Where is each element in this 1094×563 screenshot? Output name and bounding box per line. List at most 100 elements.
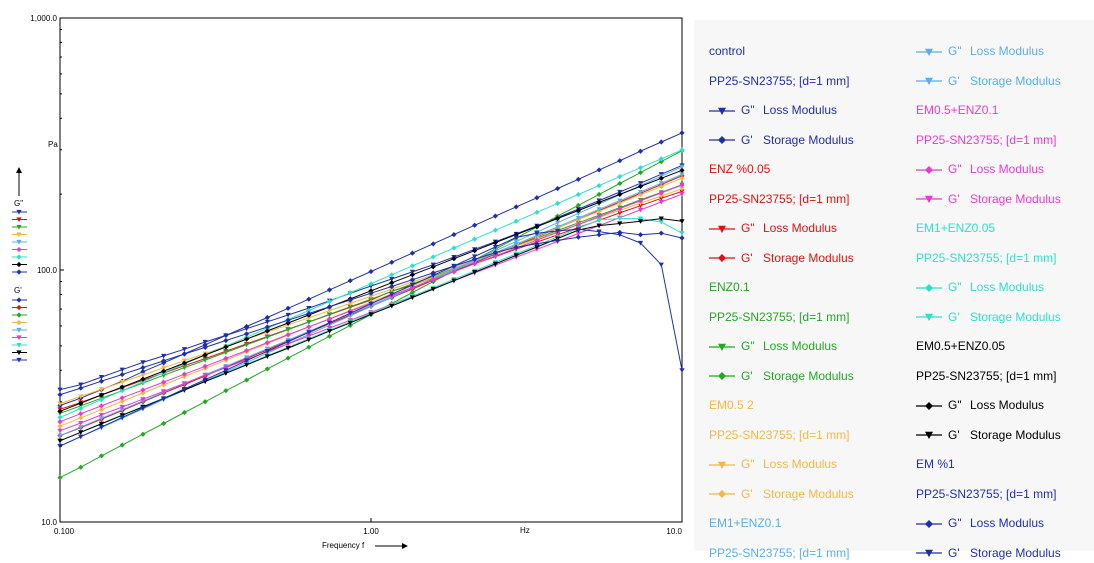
data-point <box>223 388 229 394</box>
data-point <box>326 312 333 317</box>
data-point <box>389 272 395 278</box>
data-point <box>492 240 499 246</box>
data-point <box>513 239 519 244</box>
data-point <box>78 385 84 391</box>
data-point <box>368 294 374 299</box>
legend-modulus-symbol: G' <box>948 309 960 324</box>
left-marker-symbol <box>16 350 22 356</box>
data-point <box>534 195 540 201</box>
data-point <box>679 182 685 188</box>
data-point <box>575 191 581 198</box>
data-point <box>223 344 229 350</box>
data-point <box>575 234 581 240</box>
data-point <box>243 347 250 354</box>
data-point <box>637 189 644 195</box>
legend-modulus-symbol: G" <box>741 221 755 235</box>
data-point <box>181 351 188 357</box>
data-point <box>264 314 270 321</box>
diamond-marker-icon <box>916 282 942 294</box>
data-point <box>202 399 208 405</box>
data-point <box>617 158 623 164</box>
data-point <box>98 378 105 384</box>
data-point <box>658 190 664 196</box>
data-point <box>161 389 167 394</box>
y-tick-label: 10.0 <box>41 518 57 527</box>
data-point <box>78 411 84 417</box>
triangle-down-marker-icon <box>916 75 942 87</box>
legend-entry: G' Storage Modulus <box>709 248 854 268</box>
triangle-down-marker-icon <box>709 459 735 471</box>
data-point <box>472 254 478 260</box>
legend-modulus-symbol: G' <box>741 250 753 265</box>
data-point <box>57 423 63 429</box>
data-point <box>161 396 167 402</box>
data-point <box>389 276 395 282</box>
data-point <box>472 222 478 228</box>
y-axis-arrow-head <box>16 167 22 173</box>
left-marker-symbol <box>16 217 22 223</box>
data-point <box>534 209 540 215</box>
legend-instrument: PP25-SN23755; [d=1 mm] <box>916 368 1057 383</box>
data-point <box>347 311 353 316</box>
data-point <box>617 198 623 204</box>
data-point <box>409 263 416 269</box>
data-point <box>98 374 105 380</box>
data-point <box>492 213 499 219</box>
data-point <box>119 395 125 401</box>
data-point <box>596 191 602 197</box>
data-point <box>347 308 353 314</box>
legend: control PP25-SN23755; [d=1 mm] G" Loss Modu… <box>694 20 1094 560</box>
legend-entry-label: Storage Modulus <box>970 191 1061 206</box>
data-point <box>181 409 188 416</box>
data-point <box>119 407 125 413</box>
data-point <box>98 396 105 403</box>
data-point <box>492 253 499 259</box>
data-point <box>78 430 84 435</box>
data-point <box>202 363 208 369</box>
legend-sample-name: control <box>709 44 746 58</box>
legend-entry: G' Storage Modulus <box>916 425 1061 445</box>
data-point <box>326 298 333 305</box>
data-point <box>285 355 291 361</box>
data-point <box>140 364 146 371</box>
data-point <box>285 305 291 311</box>
data-point <box>264 354 270 360</box>
data-point <box>347 278 353 284</box>
legend-entry: G' Storage Modulus <box>916 189 1061 209</box>
diamond-marker-icon <box>709 370 735 382</box>
left-marker-symbol <box>16 254 22 260</box>
data-point <box>409 289 416 296</box>
data-point <box>98 407 105 413</box>
data-point <box>119 388 125 394</box>
data-point <box>679 368 685 373</box>
data-point <box>285 312 291 318</box>
data-point <box>243 362 250 368</box>
data-point <box>658 230 664 236</box>
data-point <box>472 248 478 254</box>
data-point <box>347 304 353 310</box>
data-point <box>285 327 291 333</box>
data-point <box>534 237 540 243</box>
left-marker-symbol <box>16 239 22 245</box>
data-point <box>264 335 270 340</box>
left-marker-symbol <box>16 342 22 348</box>
data-point <box>575 202 581 208</box>
data-point <box>637 219 644 224</box>
data-point <box>637 183 644 189</box>
legend-sample-name: EM1+ENZ0.1 <box>709 516 782 530</box>
data-point <box>306 330 312 335</box>
y-unit-label: Pa <box>48 140 58 149</box>
data-point <box>78 415 84 421</box>
data-point <box>596 167 602 173</box>
legend-instrument: PP25-SN23755; [d=1 mm] <box>916 486 1057 501</box>
data-point <box>596 182 602 189</box>
data-point <box>409 284 416 291</box>
legend-modulus-symbol: G' <box>948 73 960 88</box>
g-prime-label: G' <box>14 286 22 295</box>
data-point <box>161 358 167 364</box>
data-point <box>596 207 602 212</box>
data-point <box>98 392 105 398</box>
data-point <box>492 250 499 256</box>
legend-entry-label: Storage Modulus <box>970 545 1061 560</box>
data-point <box>161 382 167 388</box>
